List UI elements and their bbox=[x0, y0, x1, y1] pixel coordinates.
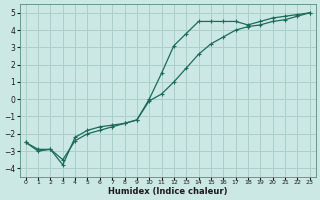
X-axis label: Humidex (Indice chaleur): Humidex (Indice chaleur) bbox=[108, 187, 228, 196]
